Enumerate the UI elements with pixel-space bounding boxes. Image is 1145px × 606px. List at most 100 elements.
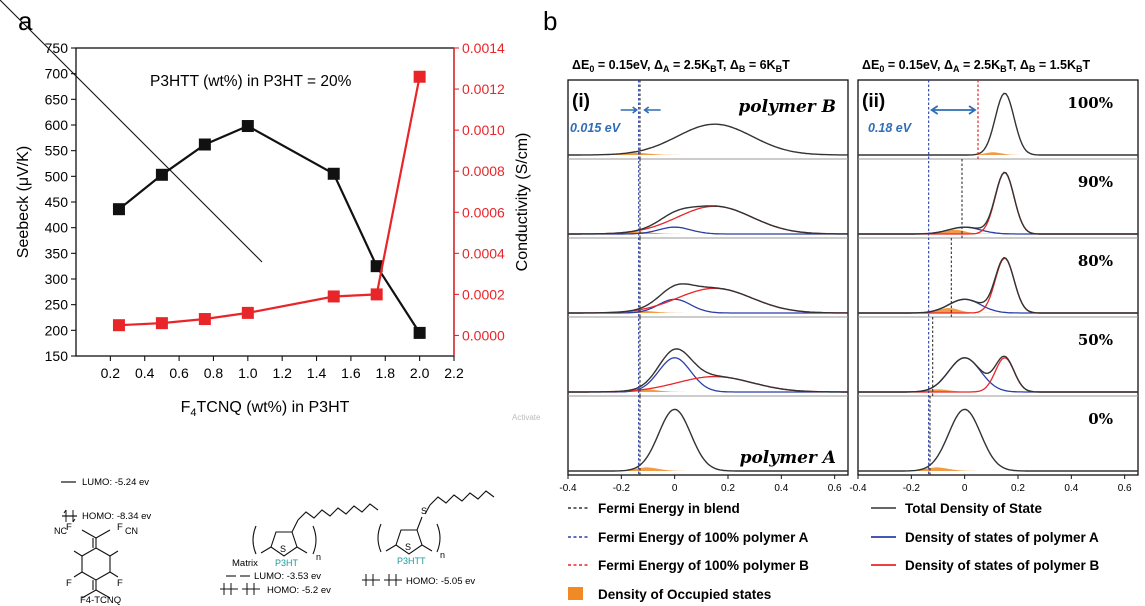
panel-a-y-right-label: Conductivity (S/cm): [514, 133, 531, 272]
y-left-tick-label: 650: [45, 91, 69, 107]
y-left-tick-label: 250: [45, 297, 69, 313]
header-part: B: [710, 64, 717, 74]
fraction-label: 80%: [1078, 252, 1113, 270]
gap-label-2: 0.18 eV: [868, 121, 913, 135]
conductivity-point: [155, 317, 168, 330]
header-part: ΔE: [572, 58, 589, 72]
dos-header-2: ΔE0 = 0.15eV, ΔA = 2.5KBT, ΔB = 1.5KBT: [862, 58, 1091, 74]
panel-b-chart: ΔE0 = 0.15eV, ΔA = 2.5KBT, ΔB = 6KBT-0.4…: [559, 58, 1139, 494]
homo-p3htt-label: HOMO: -5.05 ev: [406, 576, 475, 587]
header-part: = 2.5K: [670, 58, 711, 72]
conductivity-point: [327, 290, 340, 303]
dos-polymer-b-line: [858, 357, 1138, 393]
legend-dos-a: Density of states of polymer A: [905, 530, 1099, 545]
legend-total: Total Density of State: [905, 501, 1043, 516]
legend-fermi-blend: Fermi Energy in blend: [598, 501, 740, 516]
f4-tcnq-name: F4-TCNQ: [80, 595, 121, 606]
dos-polymer-a-line: [858, 298, 1138, 314]
seebeck-point: [327, 167, 340, 180]
watermark-text: Activate: [512, 413, 541, 422]
fraction-label: 0%: [1088, 410, 1113, 428]
occupied-states-area: [568, 152, 848, 155]
legend-fermi-a: Fermi Energy of 100% polymer A: [598, 530, 809, 545]
x-tick-label: 2.2: [444, 365, 464, 381]
dos-x-tick-label: -0.2: [903, 483, 921, 494]
header-part: T, Δ: [717, 58, 739, 72]
panel-a-x-label: F4TCNQ (wt%) in P3HT: [181, 399, 350, 419]
x-label-rest: TCNQ (wt%) in P3HT: [197, 399, 350, 416]
dos-x-tick-label: 0: [962, 483, 968, 494]
header-part: A: [953, 64, 960, 74]
header-part: = 2.5K: [960, 58, 1001, 72]
x-tick-label: 1.2: [272, 365, 292, 381]
y-left-tick-label: 750: [45, 40, 69, 56]
seebeck-point: [198, 138, 211, 151]
y-right-tick-label: 0.0006: [462, 204, 505, 220]
dos-polymer-b-line: [568, 287, 849, 314]
dos-total-line: [568, 283, 849, 314]
seebeck-point: [370, 260, 383, 273]
header-part: 0: [879, 64, 884, 74]
dos-polymer-a-line: [568, 357, 848, 393]
x-tick-label: 1.4: [307, 365, 327, 381]
x-tick-label: 0.4: [135, 365, 155, 381]
dos-x-tick-label: 0.4: [774, 483, 788, 494]
gap-arrow-icon: [930, 105, 977, 115]
y-right-tick-label: 0.0002: [462, 286, 505, 302]
x-tick-label: 1.0: [238, 365, 258, 381]
dos-total-line: [858, 92, 1138, 156]
occupied-states-area: [568, 467, 848, 471]
gap-arrow-icon: [620, 106, 639, 114]
header-part: = 0.15eV, Δ: [594, 58, 663, 72]
legend-occupied: Density of Occupied states: [598, 587, 771, 602]
homo-p3ht-label: HOMO: -5.2 ev: [267, 585, 331, 596]
conductivity-point: [413, 70, 426, 83]
conductivity-point: [112, 319, 125, 332]
y-left-tick-label: 450: [45, 194, 69, 210]
header-part: T: [782, 58, 790, 72]
occupied-states-area: [858, 467, 1138, 471]
dos-total-line: [858, 355, 1138, 393]
dos-total-line: [568, 205, 849, 235]
x-tick-label: 2.0: [410, 365, 430, 381]
y-right-tick-label: 0.0014: [462, 40, 505, 56]
y-left-tick-label: 300: [45, 271, 69, 287]
panel-a-y-left-label: Seebeck (μV/K): [15, 146, 32, 258]
conductivity-point: [241, 306, 254, 319]
header-part: = 6K: [745, 58, 775, 72]
dos-x-tick-label: 0.2: [1011, 483, 1025, 494]
p3ht-s-atom: S: [280, 544, 286, 554]
subplot-label-1: (i): [572, 91, 590, 112]
dos-x-tick-label: 0.6: [1118, 483, 1132, 494]
p3ht-n: n: [316, 552, 321, 562]
f4-tcnq-molecule-icon: [73, 529, 119, 599]
header-part: B: [776, 64, 783, 74]
y-left-tick-label: 550: [45, 143, 69, 159]
dos-frame-1: [567, 79, 849, 476]
seebeck-point: [155, 168, 168, 181]
gap-label-1: 0.015 eV: [570, 121, 622, 135]
dos-total-line: [858, 408, 1138, 472]
header-part: A: [663, 64, 670, 74]
conductivity-point: [370, 288, 383, 301]
seebeck-point: [413, 326, 426, 339]
dos-total-line: [568, 348, 848, 393]
header-part: 0: [589, 64, 594, 74]
p3ht-monomer-icon: [0, 0, 379, 557]
x-tick-label: 0.6: [169, 365, 189, 381]
f-atom: F: [66, 578, 72, 589]
dos-x-tick-label: 0: [672, 483, 678, 494]
panel-a-annotation: P3HTT (wt%) in P3HT = 20%: [150, 73, 352, 90]
p3ht-name: P3HT: [275, 558, 299, 568]
y-left-tick-label: 150: [45, 348, 69, 364]
x-tick-label: 0.2: [101, 365, 121, 381]
header-part: T, Δ: [1007, 58, 1029, 72]
panel-a-chart: P3HTT (wt%) in P3HT = 20% 150 200 250 300 35…: [15, 40, 531, 419]
p3htt-ring-s-atom: S: [405, 542, 411, 552]
y-left-tick-label: 200: [45, 322, 69, 338]
dos-polymer-b-line: [568, 375, 848, 393]
dos-polymer-a-line: [858, 357, 1138, 393]
lumo-p3ht-label: LUMO: -3.53 ev: [254, 571, 321, 582]
legend-occupied-swatch: [568, 587, 583, 600]
